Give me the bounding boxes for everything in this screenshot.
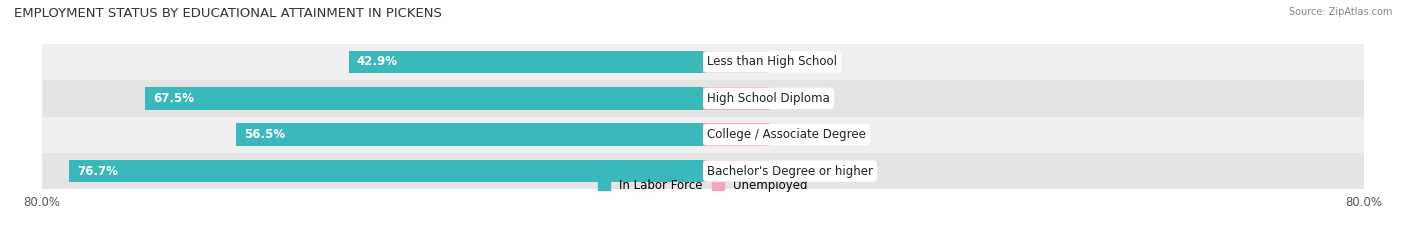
- Text: High School Diploma: High School Diploma: [707, 92, 830, 105]
- Text: 0.0%: 0.0%: [779, 92, 811, 105]
- Text: 42.9%: 42.9%: [357, 55, 398, 69]
- Bar: [236, 123, 703, 146]
- Bar: [42, 153, 1364, 189]
- Bar: [349, 51, 703, 73]
- Text: Less than High School: Less than High School: [707, 55, 837, 69]
- Bar: [703, 123, 769, 146]
- Bar: [703, 160, 769, 182]
- Text: College / Associate Degree: College / Associate Degree: [707, 128, 866, 141]
- Bar: [42, 44, 1364, 80]
- Bar: [703, 51, 769, 73]
- Text: 0.0%: 0.0%: [779, 55, 811, 69]
- Bar: [42, 116, 1364, 153]
- Bar: [703, 87, 769, 110]
- Text: Source: ZipAtlas.com: Source: ZipAtlas.com: [1288, 7, 1392, 17]
- Legend: In Labor Force, Unemployed: In Labor Force, Unemployed: [593, 175, 813, 197]
- Text: 76.7%: 76.7%: [77, 164, 118, 178]
- Text: Bachelor's Degree or higher: Bachelor's Degree or higher: [707, 164, 873, 178]
- Text: 67.5%: 67.5%: [153, 92, 194, 105]
- Bar: [69, 160, 703, 182]
- Text: 0.0%: 0.0%: [779, 128, 811, 141]
- Bar: [42, 80, 1364, 116]
- Text: 56.5%: 56.5%: [245, 128, 285, 141]
- Bar: [145, 87, 703, 110]
- Text: 0.0%: 0.0%: [779, 164, 811, 178]
- Text: EMPLOYMENT STATUS BY EDUCATIONAL ATTAINMENT IN PICKENS: EMPLOYMENT STATUS BY EDUCATIONAL ATTAINM…: [14, 7, 441, 20]
